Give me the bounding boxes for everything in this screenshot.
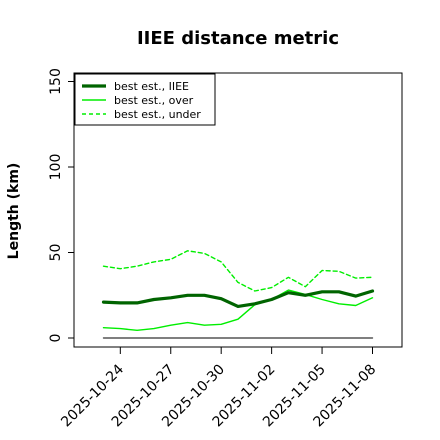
y-axis: 0 50 100 150: [48, 68, 74, 342]
series-line-best-est-iiee: [101, 289, 375, 308]
y-tick-label: 0: [48, 334, 64, 343]
legend-entry: best est., over: [114, 94, 194, 107]
series-line-best-est-under: [102, 250, 374, 292]
legend-entry: best est., under: [114, 108, 201, 121]
y-tick-label: 100: [48, 154, 64, 181]
chart-title: IIEE distance metric: [137, 28, 339, 49]
plot-frame: [73, 72, 403, 348]
series-lines: [101, 250, 375, 339]
x-axis: 2025-10-242025-10-272025-10-302025-11-02…: [58, 347, 379, 430]
y-tick-label: 50: [48, 244, 64, 262]
y-tick-label: 150: [48, 68, 64, 95]
y-axis-label: Length (km): [6, 163, 22, 260]
legend-entry: best est., IIEE: [114, 80, 189, 93]
series-line-best-est-over: [102, 289, 374, 331]
